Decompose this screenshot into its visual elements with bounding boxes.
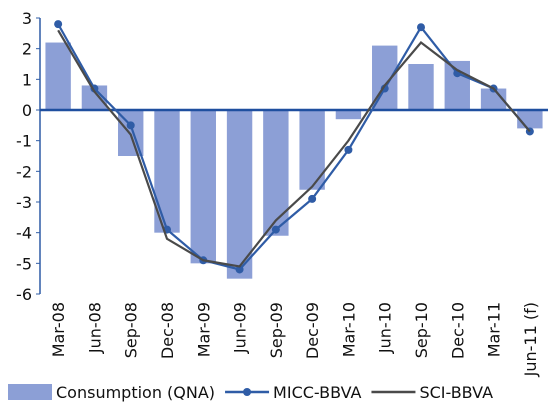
- x-tick-label: Sep-08: [122, 302, 141, 358]
- marker: [235, 265, 244, 274]
- x-tick-label: Sep-10: [412, 302, 431, 358]
- marker: [417, 23, 425, 32]
- x-tick-label: Mar-09: [194, 302, 213, 357]
- y-tick-label: 3: [22, 9, 32, 28]
- bar: [190, 110, 216, 264]
- bar: [226, 110, 253, 279]
- legend-swatch: [8, 384, 52, 400]
- x-tick-label: Mar-10: [339, 302, 358, 357]
- bar: [45, 42, 71, 110]
- legend-label: MICC-BBVA: [273, 383, 361, 402]
- y-tick-label: 2: [22, 40, 32, 59]
- y-tick-label: -4: [16, 224, 32, 243]
- x-tick-label: Jun-09: [231, 302, 250, 354]
- marker: [344, 145, 353, 154]
- marker: [271, 225, 280, 234]
- marker: [308, 194, 317, 203]
- y-tick-label: -3: [16, 193, 32, 212]
- legend-label: Consumption (QNA): [56, 383, 215, 402]
- legend-swatch: [243, 388, 252, 396]
- bar: [263, 110, 289, 236]
- marker: [54, 20, 63, 29]
- y-tick-label: -1: [16, 132, 32, 151]
- bar: [517, 110, 543, 129]
- bar: [480, 88, 507, 110]
- x-tick-label: Jun-08: [85, 302, 104, 354]
- y-tick-label: 1: [22, 70, 32, 89]
- x-tick-label: Dec-10: [448, 302, 467, 359]
- x-tick-label: Jun-10: [376, 302, 395, 354]
- x-tick-label: Dec-08: [158, 302, 177, 359]
- x-tick-label: Jun-11 (f): [521, 302, 540, 377]
- y-tick-label: -5: [16, 254, 32, 273]
- bar: [335, 110, 362, 120]
- y-tick-label: -2: [16, 162, 32, 181]
- y-tick-label: 0: [22, 101, 32, 120]
- marker: [126, 121, 135, 130]
- x-tick-label: Sep-09: [267, 302, 286, 358]
- bar: [408, 64, 434, 110]
- x-tick-label: Mar-08: [49, 302, 68, 357]
- bar: [299, 110, 325, 190]
- legend-label: SCI-BBVA: [419, 383, 493, 402]
- bar: [444, 60, 470, 110]
- x-tick-label: Mar-11: [485, 302, 504, 357]
- x-tick-label: Dec-09: [303, 302, 322, 359]
- line: [57, 29, 531, 268]
- y-tick-label: -6: [16, 285, 32, 304]
